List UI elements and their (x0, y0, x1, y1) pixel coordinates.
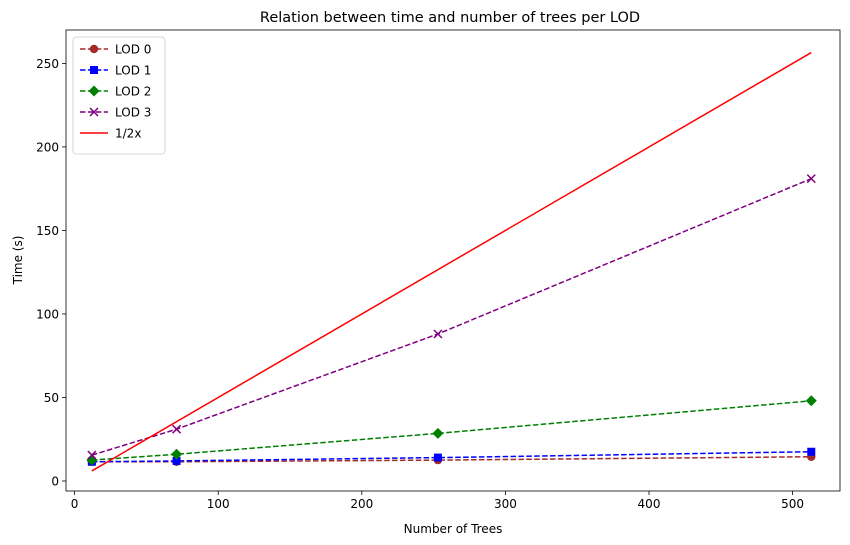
legend-label: LOD 0 (115, 43, 151, 57)
chart-title: Relation between time and number of tree… (260, 10, 640, 26)
data-point (432, 427, 444, 439)
y-tick-label: 150 (36, 224, 59, 238)
legend-marker (89, 107, 99, 117)
series-line (91, 400, 812, 461)
data-point (805, 395, 817, 407)
data-point (806, 174, 816, 184)
legend-entry: LOD 3 (80, 106, 151, 120)
y-tick-label: 0 (51, 474, 59, 488)
legend-label: 1/2x (115, 127, 141, 141)
legend-label: LOD 2 (115, 85, 151, 99)
x-tick-label: 300 (494, 497, 517, 511)
y-tick-label: 250 (36, 57, 59, 71)
data-point (807, 447, 816, 456)
legend-entry: LOD 0 (80, 43, 151, 57)
y-axis-label: Time (s) (11, 236, 25, 286)
y-tick-label: 200 (36, 140, 59, 154)
x-tick-label: 100 (207, 497, 230, 511)
series-5 (91, 51, 812, 472)
legend-entry: LOD 2 (80, 85, 151, 99)
y-axis-ticks: 0 50 100 150 200 250 (36, 57, 66, 488)
y-tick-label: 50 (44, 391, 59, 405)
series-layer (86, 51, 817, 472)
series-line (91, 177, 812, 456)
x-tick-label: 200 (350, 497, 373, 511)
plot-frame (65, 29, 841, 492)
data-point (87, 450, 97, 460)
legend-marker (89, 44, 99, 54)
legend-label: LOD 1 (115, 64, 151, 78)
legend-entry: 1/2x (80, 127, 141, 141)
x-axis-ticks: 0 100 200 300 400 500 (71, 491, 804, 511)
series-4 (87, 174, 816, 460)
x-axis-label: Number of Trees (404, 522, 503, 536)
legend-label: LOD 3 (115, 106, 151, 120)
y-tick-label: 100 (36, 307, 59, 321)
series-line (91, 51, 812, 472)
x-tick-label: 0 (71, 497, 79, 511)
data-point (172, 424, 182, 434)
series-line (91, 450, 812, 463)
data-point (433, 329, 443, 339)
legend: LOD 0 LOD 1 LOD 2 LOD 3 1/2x (72, 36, 166, 155)
data-point (172, 456, 181, 465)
legend-marker (90, 66, 98, 74)
x-tick-label: 400 (638, 497, 661, 511)
legend-marker (88, 85, 100, 97)
data-point (433, 453, 442, 462)
legend-entry: LOD 1 (80, 64, 151, 78)
x-tick-label: 500 (781, 497, 804, 511)
data-point (171, 448, 183, 460)
